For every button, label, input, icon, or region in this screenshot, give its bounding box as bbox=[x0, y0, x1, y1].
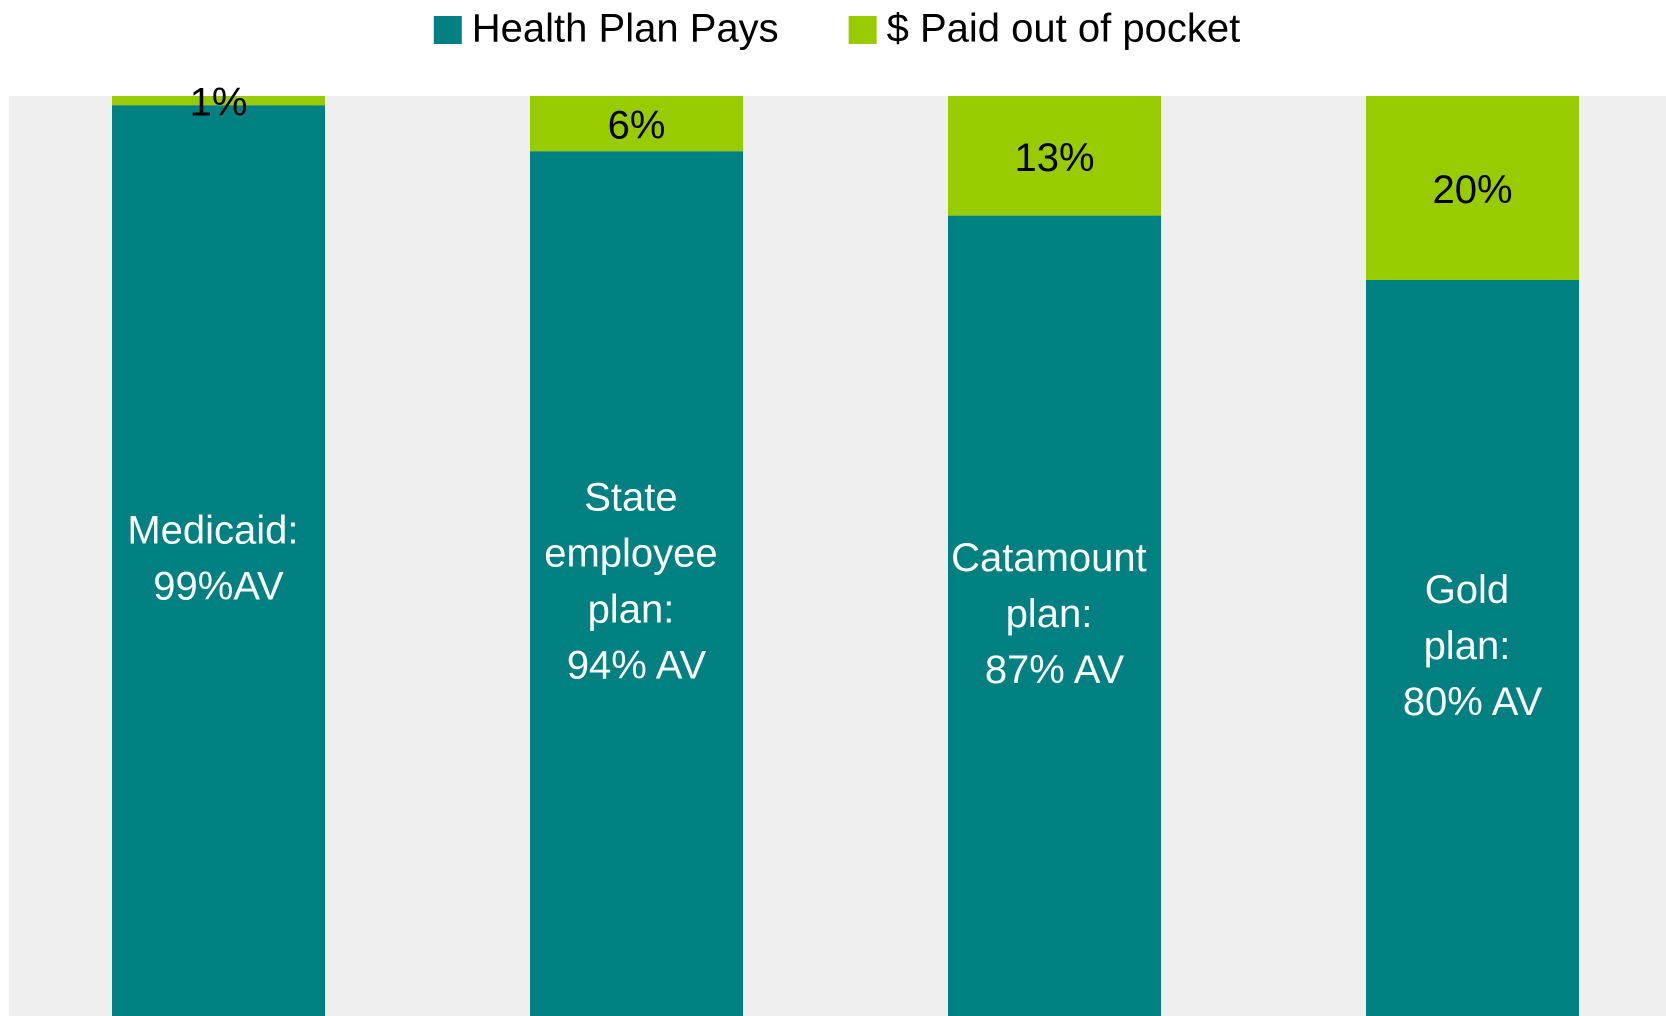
data-label: 6% bbox=[608, 103, 666, 147]
bar-segment bbox=[112, 96, 325, 106]
legend-swatch bbox=[848, 16, 877, 44]
data-label: Medicaid: 99%AV bbox=[127, 508, 309, 608]
legend: Health Plan Pays $ Paid out of pocket bbox=[433, 7, 1241, 51]
legend-swatch bbox=[433, 16, 462, 44]
bar-segment bbox=[530, 96, 743, 152]
legend-label: $ Paid out of pocket bbox=[887, 7, 1241, 51]
data-label: 1% bbox=[190, 80, 248, 124]
legend-label: Health Plan Pays bbox=[472, 7, 779, 51]
data-label: 13% bbox=[1014, 135, 1094, 179]
data-label: 20% bbox=[1432, 168, 1512, 212]
data-label: State employee plan: 94% AV bbox=[544, 475, 729, 687]
bar-segment bbox=[112, 105, 325, 1016]
bar-segment bbox=[1366, 280, 1579, 1016]
data-label: Gold plan: 80% AV bbox=[1403, 568, 1543, 724]
bar-segment bbox=[530, 151, 743, 1016]
bar-segment bbox=[948, 215, 1161, 1016]
bar-segment bbox=[948, 96, 1161, 216]
bar-segment bbox=[1366, 96, 1579, 280]
data-label: Catamount plan: 87% AV bbox=[951, 535, 1158, 691]
